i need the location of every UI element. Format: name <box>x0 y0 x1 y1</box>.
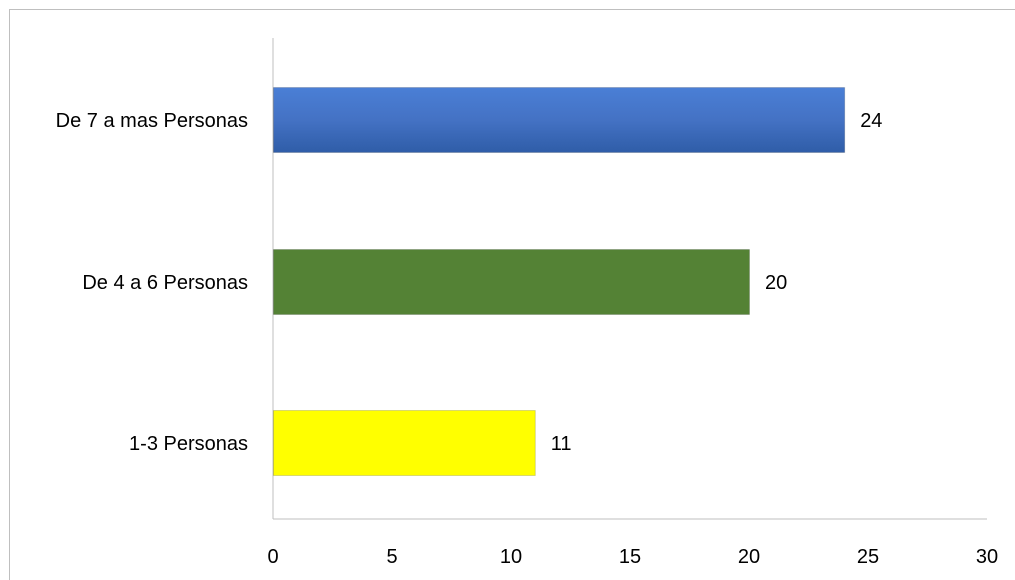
data-label: 11 <box>551 433 572 455</box>
data-label: 24 <box>860 110 882 132</box>
labels: 0 5 10 15 20 25 30 De 7 a mas Personas 24 De 4 a … <box>56 110 998 568</box>
bars <box>273 87 846 476</box>
x-tick-label: 20 <box>738 546 760 568</box>
x-tick-label: 0 <box>267 546 278 568</box>
x-tick-label: 25 <box>857 546 879 568</box>
bar <box>273 87 846 153</box>
x-tick-label: 10 <box>500 546 522 568</box>
category-label: De 4 a 6 Personas <box>82 272 248 294</box>
axes <box>272 38 987 520</box>
x-tick-label: 30 <box>976 546 998 568</box>
bar <box>273 410 536 476</box>
x-tick-label: 15 <box>619 546 641 568</box>
data-label: 20 <box>765 272 787 294</box>
category-label: 1-3 Personas <box>129 433 248 455</box>
x-tick-label: 5 <box>386 546 397 568</box>
bar <box>273 249 750 315</box>
category-label: De 7 a mas Personas <box>56 110 248 132</box>
